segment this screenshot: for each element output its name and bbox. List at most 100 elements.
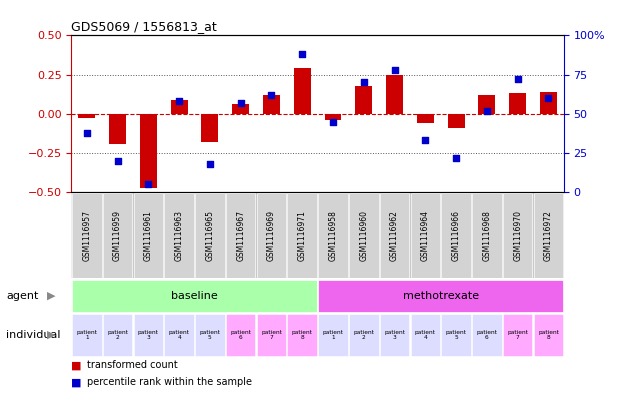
Point — [112, 158, 122, 164]
Bar — [318, 314, 348, 356]
Bar — [226, 193, 255, 277]
Bar — [165, 193, 194, 277]
Bar — [171, 100, 188, 114]
Text: ▶: ▶ — [47, 291, 55, 301]
Bar — [410, 193, 440, 277]
Text: patient
1: patient 1 — [322, 330, 343, 340]
Bar — [533, 314, 563, 356]
Text: patient
8: patient 8 — [292, 330, 313, 340]
Bar — [195, 193, 225, 277]
Bar — [256, 314, 286, 356]
Text: GSM1116964: GSM1116964 — [421, 210, 430, 261]
Point — [328, 119, 338, 125]
Bar — [448, 114, 465, 128]
Bar — [294, 68, 310, 114]
Bar — [386, 75, 403, 114]
Point — [389, 67, 399, 73]
Text: GSM1116959: GSM1116959 — [113, 210, 122, 261]
Text: patient
2: patient 2 — [353, 330, 374, 340]
Text: GSM1116967: GSM1116967 — [236, 210, 245, 261]
Text: methotrexate: methotrexate — [402, 291, 479, 301]
Bar — [355, 86, 372, 114]
Bar — [380, 314, 409, 356]
Bar — [201, 114, 219, 142]
Bar — [72, 314, 102, 356]
Bar — [349, 314, 379, 356]
Bar — [540, 92, 557, 114]
Bar — [318, 193, 348, 277]
Point — [297, 51, 307, 57]
Text: percentile rank within the sample: percentile rank within the sample — [87, 377, 252, 387]
Bar — [263, 95, 280, 114]
Text: patient
5: patient 5 — [446, 330, 466, 340]
Bar — [472, 314, 502, 356]
Text: GSM1116970: GSM1116970 — [513, 210, 522, 261]
Text: GSM1116961: GSM1116961 — [144, 210, 153, 261]
Bar — [165, 314, 194, 356]
Text: patient
7: patient 7 — [507, 330, 528, 340]
Bar — [442, 193, 471, 277]
Text: ■: ■ — [71, 377, 82, 387]
Text: GSM1116962: GSM1116962 — [390, 210, 399, 261]
Bar — [134, 314, 163, 356]
Bar — [72, 280, 317, 312]
Text: GSM1116965: GSM1116965 — [206, 210, 214, 261]
Point — [236, 100, 246, 106]
Text: GSM1116958: GSM1116958 — [329, 210, 338, 261]
Bar — [380, 193, 409, 277]
Text: GSM1116960: GSM1116960 — [360, 210, 368, 261]
Text: ■: ■ — [71, 360, 82, 370]
Point — [82, 129, 92, 136]
Bar — [478, 95, 496, 114]
Point — [543, 95, 553, 101]
Bar — [509, 94, 526, 114]
Text: patient
1: patient 1 — [76, 330, 97, 340]
Bar — [72, 193, 102, 277]
Text: patient
3: patient 3 — [384, 330, 405, 340]
Bar — [103, 314, 132, 356]
Text: patient
8: patient 8 — [538, 330, 559, 340]
Text: GSM1116972: GSM1116972 — [544, 210, 553, 261]
Bar — [195, 314, 225, 356]
Point — [482, 108, 492, 114]
Text: patient
5: patient 5 — [199, 330, 220, 340]
Bar — [226, 314, 255, 356]
Point — [359, 79, 369, 86]
Bar — [503, 193, 532, 277]
Text: patient
4: patient 4 — [415, 330, 436, 340]
Text: GDS5069 / 1556813_at: GDS5069 / 1556813_at — [71, 20, 217, 33]
Text: patient
6: patient 6 — [230, 330, 251, 340]
Bar — [442, 314, 471, 356]
Text: GSM1116957: GSM1116957 — [83, 210, 91, 261]
Bar — [417, 114, 434, 123]
Text: ▶: ▶ — [47, 330, 55, 340]
Text: GSM1116971: GSM1116971 — [297, 210, 307, 261]
Point — [143, 181, 153, 187]
Point — [174, 98, 184, 105]
Text: GSM1116968: GSM1116968 — [483, 210, 491, 261]
Bar — [410, 314, 440, 356]
Bar — [232, 105, 249, 114]
Bar — [503, 314, 532, 356]
Text: patient
7: patient 7 — [261, 330, 282, 340]
Bar — [288, 193, 317, 277]
Text: patient
3: patient 3 — [138, 330, 159, 340]
Point — [451, 154, 461, 161]
Text: patient
4: patient 4 — [169, 330, 189, 340]
Text: GSM1116969: GSM1116969 — [267, 210, 276, 261]
Bar — [103, 193, 132, 277]
Bar — [109, 114, 126, 143]
Bar — [140, 114, 157, 187]
Bar — [472, 193, 502, 277]
Bar — [256, 193, 286, 277]
Bar — [533, 193, 563, 277]
Point — [420, 137, 430, 143]
Bar — [134, 193, 163, 277]
Text: GSM1116966: GSM1116966 — [451, 210, 461, 261]
Point — [205, 161, 215, 167]
Text: patient
2: patient 2 — [107, 330, 128, 340]
Text: agent: agent — [6, 291, 39, 301]
Bar — [288, 314, 317, 356]
Bar — [349, 193, 379, 277]
Point — [513, 76, 523, 83]
